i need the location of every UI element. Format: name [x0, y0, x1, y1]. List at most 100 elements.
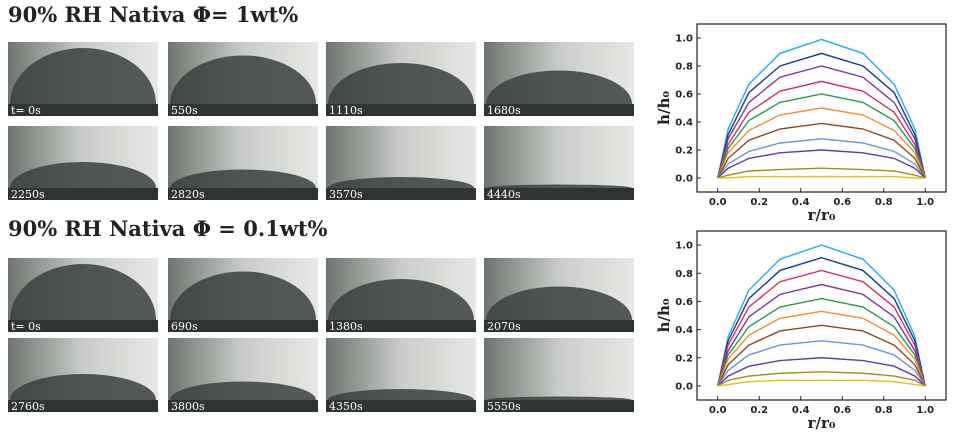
profile-line	[717, 80, 926, 179]
x-tick-label: 0.6	[833, 197, 851, 208]
droplet	[170, 55, 316, 104]
x-axis-label: r/r₀	[808, 414, 836, 432]
droplet	[10, 162, 156, 188]
substrate	[326, 400, 476, 412]
substrate	[168, 400, 318, 412]
droplet	[328, 177, 474, 188]
x-tick-label: 0.2	[750, 405, 768, 416]
profile-line	[717, 269, 926, 387]
profile-line	[717, 149, 926, 179]
profile-line	[717, 244, 926, 387]
profile-line	[717, 52, 926, 179]
y-tick-label: 0.2	[675, 146, 693, 157]
frame-time: 1380s	[329, 320, 363, 333]
frame-time: 4350s	[329, 400, 363, 413]
substrate	[8, 320, 158, 332]
x-tick-label: 1.0	[916, 197, 934, 208]
substrate	[168, 188, 318, 200]
frame-time: 3570s	[329, 188, 363, 201]
profile-line	[717, 310, 926, 387]
frame-time: 5550s	[487, 400, 521, 413]
y-tick-label: 0.2	[675, 353, 693, 364]
x-tick-label: 0.2	[750, 197, 768, 208]
panel-title: 90% RH Nativa Φ= 1wt%	[8, 2, 298, 27]
frame-time: 2250s	[11, 188, 45, 201]
plot-frame	[696, 230, 947, 401]
profile-line	[717, 379, 926, 387]
x-tick-label: 0.8	[875, 197, 893, 208]
substrate	[484, 188, 634, 200]
x-axis-label: r/r₀	[808, 206, 836, 224]
profile-line	[717, 138, 926, 179]
y-tick-label: 1.0	[675, 34, 693, 45]
x-tick-label: 0.6	[833, 405, 851, 416]
x-tick-label: 1.0	[916, 405, 934, 416]
frame-time: 1680s	[487, 104, 521, 117]
frame-time: 1110s	[329, 104, 363, 117]
droplet	[328, 389, 474, 400]
profile-line	[717, 167, 926, 179]
substrate	[484, 400, 634, 412]
x-tick-label: 0.4	[792, 405, 810, 416]
droplet	[486, 396, 632, 400]
y-tick-label: 0.8	[675, 269, 693, 280]
droplet	[486, 70, 632, 104]
frame-time: 690s	[171, 320, 198, 333]
frame-time: 2070s	[487, 320, 521, 333]
substrate	[326, 320, 476, 332]
frame-time: 4440s	[487, 188, 521, 201]
profile-line	[717, 371, 926, 387]
profile-line	[717, 297, 926, 387]
droplet	[170, 381, 316, 400]
y-tick-label: 1.0	[675, 241, 693, 252]
profile-line	[717, 340, 926, 387]
frame-time: 2820s	[171, 188, 205, 201]
substrate	[326, 188, 476, 200]
substrate	[326, 104, 476, 116]
panel-title: 90% RH Nativa Φ = 0.1wt%	[8, 216, 328, 241]
droplet	[328, 279, 474, 320]
x-tick-label: 0.4	[792, 197, 810, 208]
droplet	[10, 48, 156, 104]
droplet	[10, 264, 156, 320]
droplet	[486, 184, 632, 188]
profile-line	[717, 93, 926, 179]
y-tick-label: 0.6	[675, 297, 693, 308]
y-axis-label: h/h₀	[655, 298, 673, 332]
frame-time: 2760s	[11, 400, 45, 413]
substrate	[484, 104, 634, 116]
frame-time: t= 0s	[11, 320, 41, 333]
y-tick-label: 0.6	[675, 90, 693, 101]
x-tick-label: 0.0	[709, 405, 727, 416]
y-tick-label: 0.4	[675, 118, 693, 129]
frame-time: 3800s	[171, 400, 205, 413]
y-tick-label: 0.4	[675, 325, 693, 336]
droplet	[486, 286, 632, 320]
x-tick-label: 0.0	[709, 197, 727, 208]
profile-line	[717, 65, 926, 179]
profile-line	[717, 122, 926, 179]
substrate	[8, 188, 158, 200]
y-axis-label: h/h₀	[655, 91, 673, 125]
profile-line	[717, 257, 926, 387]
droplet	[328, 63, 474, 104]
profile-line	[717, 283, 926, 387]
substrate	[168, 104, 318, 116]
frame-time: t= 0s	[11, 104, 41, 117]
substrate	[8, 400, 158, 412]
droplet	[170, 169, 316, 188]
substrate	[8, 104, 158, 116]
droplet	[170, 271, 316, 320]
profile-line	[717, 107, 926, 179]
profile-line	[717, 175, 926, 179]
y-tick-label: 0.8	[675, 62, 693, 73]
profile-line	[717, 38, 926, 179]
profile-line	[717, 357, 926, 387]
profile-line	[717, 324, 926, 387]
substrate	[484, 320, 634, 332]
plot-frame	[696, 23, 947, 193]
x-tick-label: 0.8	[875, 405, 893, 416]
substrate	[168, 320, 318, 332]
y-tick-label: 0.0	[675, 174, 693, 185]
